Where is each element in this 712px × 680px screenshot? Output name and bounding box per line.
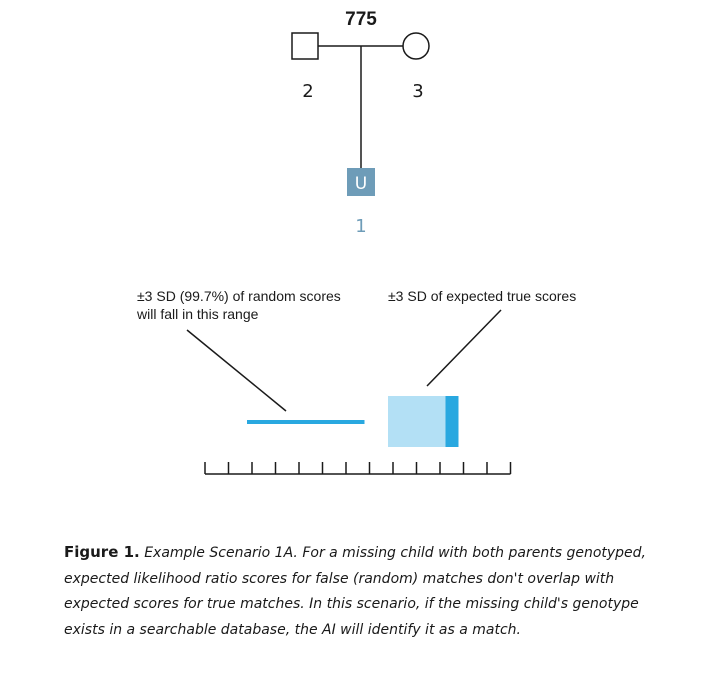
family-id: 775 xyxy=(345,9,377,30)
unknown-child-square xyxy=(347,168,375,196)
figure-caption: Figure 1. Example Scenario 1A. For a mis… xyxy=(64,540,664,643)
random-scores-range-bar xyxy=(247,420,365,424)
score-scale xyxy=(204,396,512,475)
mother-label: 3 xyxy=(412,81,423,102)
annotations: ±3 SD (99.7%) of random scores will fall… xyxy=(136,288,576,412)
pedigree: 775 2 3 U 1 xyxy=(291,9,430,237)
random-scores-note-line1: ±3 SD (99.7%) of random scores xyxy=(137,288,341,304)
random-scores-leader-line xyxy=(186,329,287,412)
pedigree-score-diagram: 775 2 3 U 1 ±3 SD (99.7%) of random scor… xyxy=(136,9,576,475)
figure-caption-lead: Figure 1. xyxy=(64,543,140,561)
random-scores-note-line2: will fall in this range xyxy=(136,306,259,322)
unknown-child-label: 1 xyxy=(355,216,366,237)
true-scores-leader-line xyxy=(426,309,502,387)
figure-caption-body: Example Scenario 1A. For a missing child… xyxy=(64,545,646,638)
mother-circle xyxy=(402,32,430,60)
true-scores-range-edge xyxy=(445,396,459,447)
father-label: 2 xyxy=(302,81,313,102)
unknown-child-symbol: U xyxy=(355,174,367,194)
true-scores-note: ±3 SD of expected true scores xyxy=(388,288,576,304)
father-square xyxy=(291,32,319,60)
